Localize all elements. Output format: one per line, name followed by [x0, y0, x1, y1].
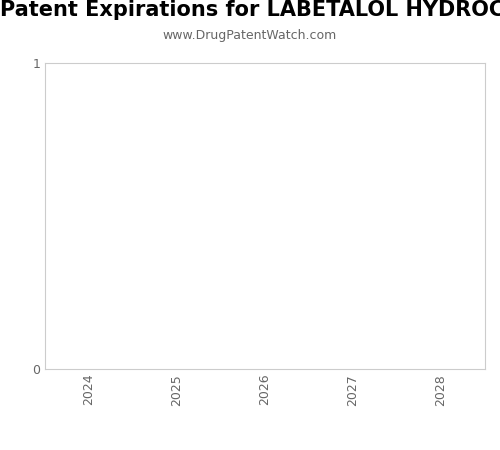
Text: Patent Expirations for LABETALOL HYDROCHLORIDE IN DEXTROS: Patent Expirations for LABETALOL HYDROCH… [0, 0, 500, 20]
Text: www.DrugPatentWatch.com: www.DrugPatentWatch.com [163, 29, 337, 42]
